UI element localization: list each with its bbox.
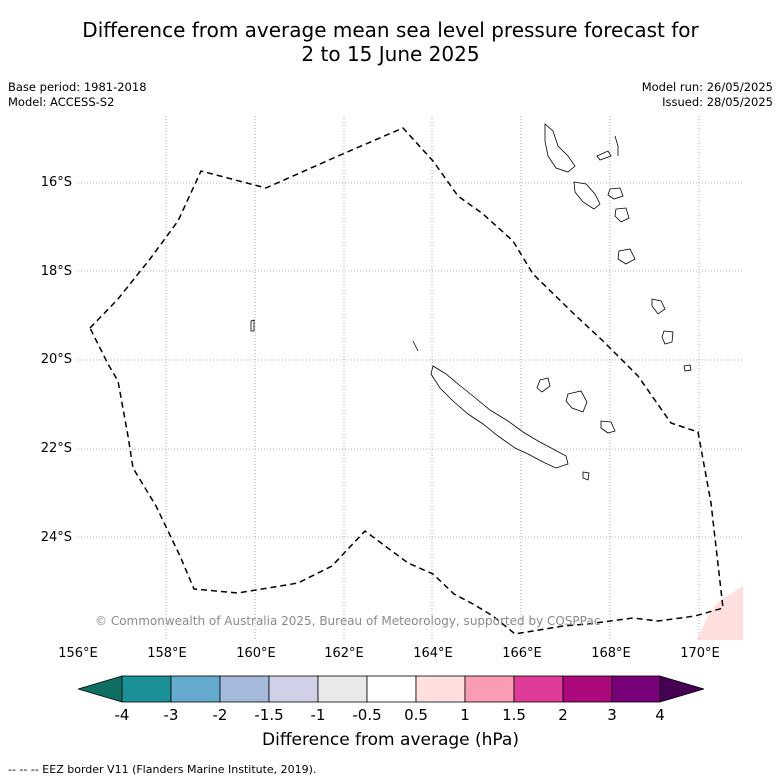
aneityum-island xyxy=(661,330,674,345)
lon-label: 156°E xyxy=(58,646,98,661)
colorbar-segment xyxy=(317,675,368,703)
colorbar-segment xyxy=(415,675,466,703)
chart-title: Difference from average mean sea level p… xyxy=(0,18,781,66)
model-label: Model: ACCESS-S2 xyxy=(8,95,115,109)
copyright-text: © Commonwealth of Australia 2025, Bureau… xyxy=(95,614,601,628)
lat-label: 20°S xyxy=(40,352,72,367)
meta-right: Model run: 26/05/2025 Issued: 28/05/2025 xyxy=(642,80,773,110)
colorbar-segment xyxy=(268,675,319,703)
anomaly-region xyxy=(697,586,743,640)
erromango-island xyxy=(617,248,636,265)
lat-label: 16°S xyxy=(40,175,72,190)
colorbar-tick-label: -3 xyxy=(163,706,179,724)
tanna-island xyxy=(651,298,666,315)
colorbar-tick-label: -4 xyxy=(114,706,130,724)
lat-label: 24°S xyxy=(40,530,72,545)
ambae-island xyxy=(596,150,612,161)
isle-of-pines xyxy=(582,471,590,481)
meta-left: Base period: 1981-2018 Model: ACCESS-S2 xyxy=(8,80,147,110)
footnote: -- -- -- EEZ border V11 (Flanders Marine… xyxy=(8,763,317,776)
colorbar-segment xyxy=(562,675,613,703)
colorbar-low-extend xyxy=(78,675,123,703)
colorbar-tick-label: -0.5 xyxy=(352,706,382,724)
lat-label: 22°S xyxy=(40,441,72,456)
lon-label: 170°E xyxy=(680,646,720,661)
colorbar-segment xyxy=(121,675,172,703)
chesterfield-islets xyxy=(250,319,255,332)
loyalty-island-1 xyxy=(536,377,551,393)
lat-label: 18°S xyxy=(40,264,72,279)
colorbar-tick-label: 3 xyxy=(607,706,617,724)
colorbar-tick-label: 4 xyxy=(655,706,665,724)
espiritu-santo-island xyxy=(544,123,576,173)
map-grid xyxy=(78,116,743,640)
colorbar-segment xyxy=(464,675,515,703)
lon-label: 158°E xyxy=(147,646,187,661)
new-caledonia-island xyxy=(430,365,569,469)
eez-border xyxy=(89,127,724,635)
colorbar-tick-label: 1 xyxy=(460,706,470,724)
colorbar-segment xyxy=(611,675,661,703)
colorbar-tick-label: 0.5 xyxy=(404,706,428,724)
base-period-label: Base period: 1981-2018 xyxy=(8,80,147,94)
malekula-island xyxy=(573,181,601,210)
lon-label: 162°E xyxy=(324,646,364,661)
loyalty-island-3 xyxy=(600,420,616,434)
colorbar-tick-label: -1.5 xyxy=(254,706,284,724)
lon-label: 164°E xyxy=(413,646,453,661)
colorbar-title: Difference from average (hPa) xyxy=(262,730,519,750)
lon-label: 160°E xyxy=(236,646,276,661)
colorbar-tick-label: 2 xyxy=(558,706,568,724)
map-panel xyxy=(78,116,743,640)
title-line-1: Difference from average mean sea level p… xyxy=(82,18,699,42)
colorbar-tick-label: -1 xyxy=(310,706,326,724)
epi-island xyxy=(607,187,624,200)
pentecost-island xyxy=(614,135,619,156)
colorbar-tick-label: -2 xyxy=(212,706,228,724)
small-island-east-1 xyxy=(683,364,692,372)
title-line-2: 2 to 15 June 2025 xyxy=(301,42,480,66)
colorbar xyxy=(78,675,704,703)
belep-islands xyxy=(412,340,419,352)
colorbar-tick-label: 1.5 xyxy=(502,706,526,724)
colorbar-segment xyxy=(170,675,221,703)
lon-label: 166°E xyxy=(502,646,542,661)
model-run-label: Model run: 26/05/2025 xyxy=(641,80,773,94)
colorbar-segment xyxy=(219,675,270,703)
efate-island xyxy=(614,207,630,223)
lon-label: 168°E xyxy=(591,646,631,661)
colorbar-segment xyxy=(513,675,564,703)
issued-label: Issued: 28/05/2025 xyxy=(662,95,773,109)
colorbar-high-extend xyxy=(659,675,704,703)
colorbar-segment xyxy=(366,675,417,703)
loyalty-island-2 xyxy=(565,390,588,413)
